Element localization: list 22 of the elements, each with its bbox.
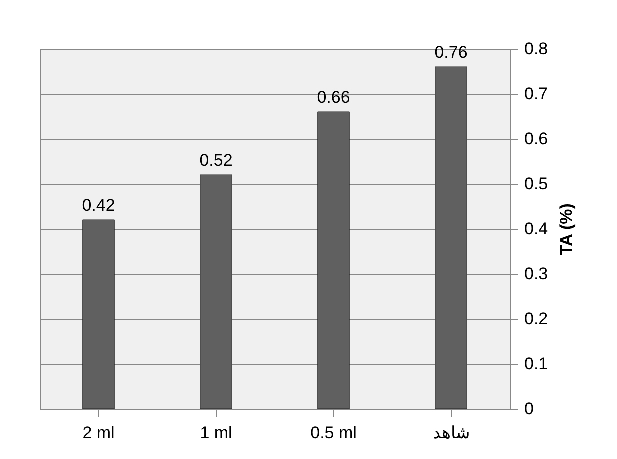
y-tick-label: 0.3: [524, 264, 548, 284]
bar: [318, 112, 350, 410]
x-tick-label: 0.5 ml: [310, 424, 357, 442]
data-label: 0.42: [82, 196, 116, 215]
y-tick-label: 0.5: [524, 174, 548, 194]
bar: [200, 174, 232, 410]
y-tick-label: 0.8: [524, 40, 548, 58]
data-label: 0.76: [434, 43, 468, 62]
y-tick-label: 0: [524, 400, 534, 418]
y-tick-label: 0.6: [524, 130, 548, 148]
x-tick-label: 2 ml: [82, 424, 115, 442]
y-tick-label: 0.1: [524, 354, 548, 374]
y-tick-label: 0.2: [524, 310, 548, 328]
bar: [82, 220, 115, 410]
x-tick-label: شاهد: [432, 424, 470, 442]
y-tick-label: 0.4: [524, 220, 548, 238]
bar: [435, 66, 468, 410]
y-tick-label: 0.7: [524, 84, 548, 104]
data-label: 0.52: [200, 151, 233, 170]
data-label: 0.66: [317, 88, 350, 107]
y-axis-title: TA (%): [557, 204, 576, 256]
x-tick-label: 1 ml: [200, 424, 232, 442]
